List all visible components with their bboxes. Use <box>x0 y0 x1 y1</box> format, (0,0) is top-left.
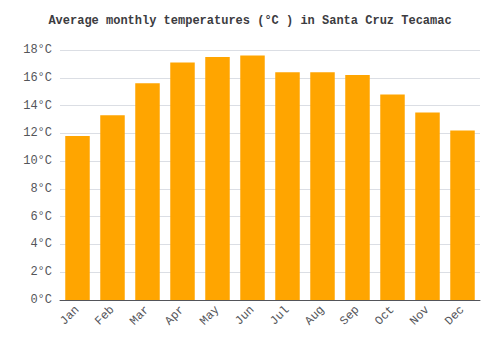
svg-text:4°C: 4°C <box>30 237 52 251</box>
svg-text:Nov: Nov <box>407 303 432 328</box>
svg-text:Dec: Dec <box>442 303 467 328</box>
svg-text:16°C: 16°C <box>23 71 52 85</box>
svg-text:Aug: Aug <box>302 303 327 328</box>
svg-text:Oct: Oct <box>372 303 397 328</box>
svg-text:10°C: 10°C <box>23 154 52 168</box>
svg-text:8°C: 8°C <box>30 182 52 196</box>
svg-text:Average monthly temperatures (: Average monthly temperatures (°C ) in Sa… <box>48 14 451 28</box>
svg-text:Jul: Jul <box>267 303 292 328</box>
svg-text:Jan: Jan <box>57 303 82 328</box>
svg-text:6°C: 6°C <box>30 210 52 224</box>
svg-text:Mar: Mar <box>127 303 152 328</box>
svg-text:Apr: Apr <box>162 303 187 328</box>
svg-text:18°C: 18°C <box>23 43 52 57</box>
svg-text:Feb: Feb <box>92 303 117 328</box>
svg-text:14°C: 14°C <box>23 99 52 113</box>
svg-text:May: May <box>197 303 222 328</box>
svg-text:2°C: 2°C <box>30 265 52 279</box>
svg-text:Sep: Sep <box>337 303 362 328</box>
svg-text:12°C: 12°C <box>23 126 52 140</box>
svg-text:0°C: 0°C <box>30 293 52 307</box>
svg-text:Jun: Jun <box>232 303 257 328</box>
